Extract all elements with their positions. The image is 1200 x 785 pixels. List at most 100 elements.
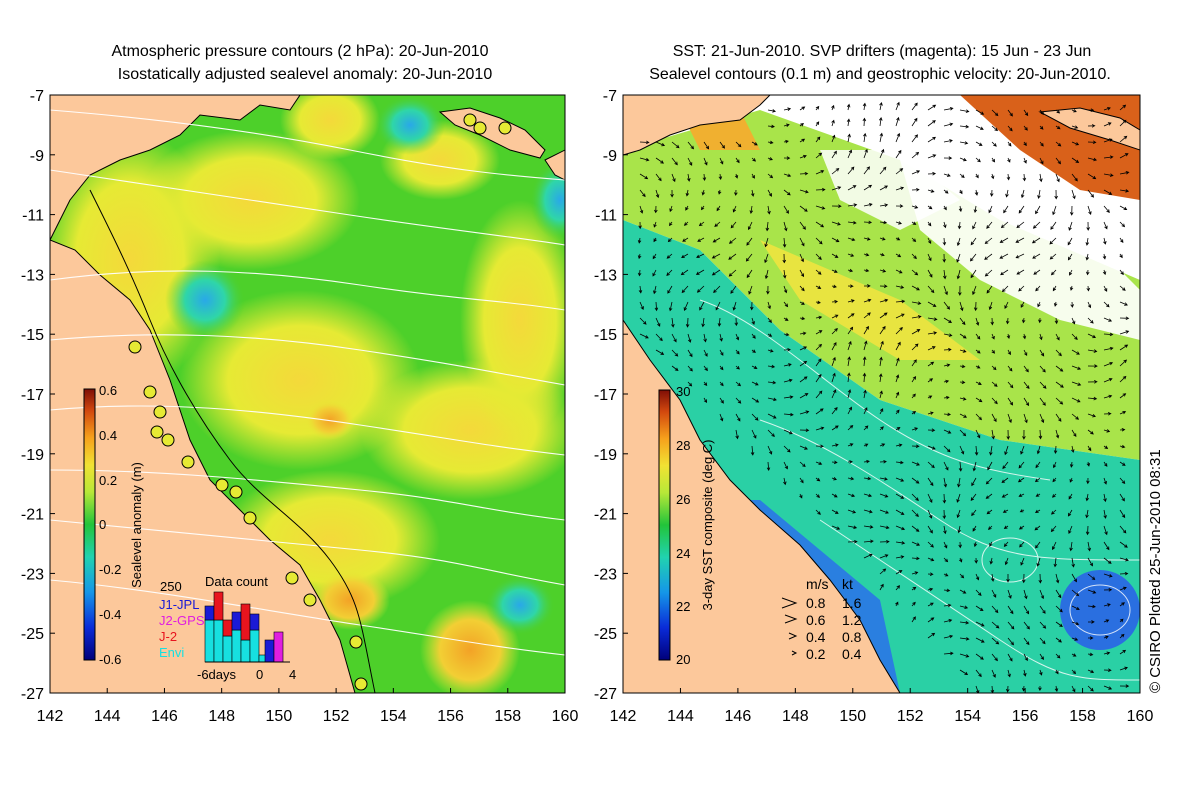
velocity-arrow [975,365,981,369]
velocity-arrow [831,341,837,351]
velocity-arrow [863,132,867,143]
velocity-arrow [783,107,792,112]
lon-tick-label: 146 [151,708,178,725]
velocity-arrow [1004,301,1009,309]
velocity-arrow [991,333,995,340]
velocity-arrow [987,525,993,531]
velocity-arrow [1035,541,1041,549]
velocity-arrow [974,189,979,196]
velocity-arrow [911,285,920,291]
velocity-arrow [975,349,981,354]
velocity-arrow [911,525,920,532]
velocity-arrow [863,253,870,257]
velocity-arrow [911,586,917,591]
velocity-arrow [879,390,883,399]
velocity-arrow [745,253,753,262]
velocity-arrow [847,284,854,288]
velocity-key-header-kt: kt [842,576,853,592]
velocity-arrow [831,119,835,127]
lat-tick-label: -9 [603,148,617,165]
left-map [50,95,565,693]
velocity-arrow [991,669,996,678]
velocity-arrow [1055,429,1060,439]
left-colorbar: 0.6 0.4 0.2 0 -0.2 -0.4 -0.6 Sealevel an… [83,383,144,667]
velocity-arrow [1055,141,1062,147]
velocity-arrow [959,173,965,178]
velocity-arrow [815,373,822,383]
velocity-arrow [991,605,999,614]
velocity-arrow [1039,349,1045,357]
velocity-arrow [959,317,966,326]
velocity-arrow [1071,189,1076,200]
velocity-arrow [911,359,917,367]
velocity-arrow [799,285,805,292]
velocity-arrow [863,553,873,559]
velocity-arrow [863,298,872,303]
lon-tick-label: 154 [954,708,981,725]
velocity-arrow [847,539,858,544]
velocity-arrow [767,317,772,324]
velocity-arrow [847,493,856,498]
velocity-arrow [1021,317,1026,324]
right-title-line2: Sealevel contours (0.1 m) and geostrophi… [649,66,1111,83]
lon-tick-label: 160 [552,708,579,725]
velocity-arrow [1087,685,1094,692]
velocity-arrow [1071,413,1080,420]
velocity-arrow [1007,653,1013,662]
velocity-arrow [783,156,791,160]
velocity-arrow [1007,621,1015,630]
velocity-arrow [1103,301,1110,308]
velocity-arrow [975,589,982,597]
velocity-arrow [1039,125,1044,130]
velocity-arrow [895,132,901,143]
lon-tick-label: 148 [782,708,809,725]
velocity-arrow [959,333,967,339]
velocity-arrow [1055,637,1062,643]
velocity-arrow [815,390,823,399]
velocity-arrow [927,395,933,399]
velocity-arrow [1055,573,1060,584]
velocity-arrow [1119,633,1125,639]
velocity-arrow [895,253,902,258]
velocity-arrow [1016,221,1025,229]
velocity-arrow [1023,637,1030,646]
legend-j1-jpl: J1-JPL [159,597,199,612]
velocity-arrow [943,122,954,127]
velocity-arrow [639,189,646,198]
velocity-arrow [911,134,919,143]
velocity-arrow [927,189,935,193]
lon-tick-label: 142 [37,708,64,725]
velocity-arrow [799,122,804,127]
velocity-arrow [831,204,842,208]
velocity-arrow [783,429,793,435]
velocity-arrow [879,477,888,481]
velocity-arrow [767,157,773,161]
velocity-arrow [927,572,934,576]
velocity-arrow [927,237,932,245]
velocity-arrow [782,269,787,279]
velocity-arrow [959,429,967,437]
velocity-arrow [735,333,740,341]
velocity-arrow [815,121,820,127]
velocity-arrow [1037,301,1041,308]
velocity-arrow [911,571,919,575]
velocity-arrow [1103,189,1113,195]
velocity-arrow [1018,525,1025,530]
velocity-arrow [942,237,947,246]
velocity-arrow [667,237,673,243]
velocity-arrow [653,237,657,243]
velocity-arrow [927,104,937,111]
velocity-arrow [735,429,739,440]
velocity-arrow [943,588,951,593]
velocity-arrow [1019,541,1025,548]
velocity-arrow [749,205,754,215]
velocity-arrow [815,509,821,515]
velocity-arrow [703,365,708,372]
velocity-arrow [1071,333,1078,340]
velocity-arrow [1103,237,1107,245]
velocity-arrow [879,237,886,241]
lat-tick-label: -11 [22,208,44,225]
velocity-arrow [975,429,981,439]
velocity-arrow [687,173,691,182]
velocity-arrow [1022,173,1027,182]
